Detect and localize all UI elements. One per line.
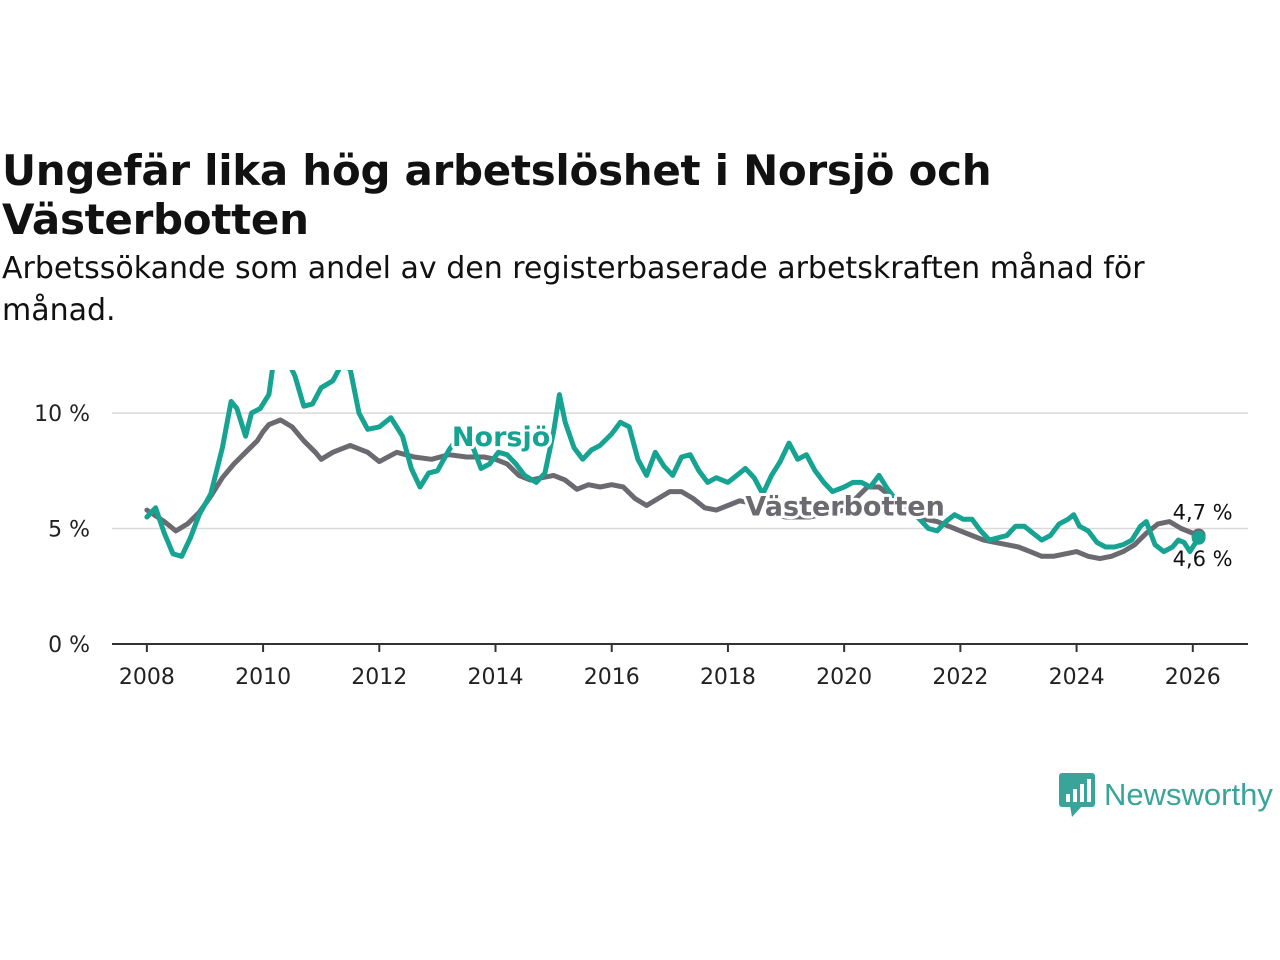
x-tick-label: 2014 — [468, 665, 524, 690]
x-tick-label: 2012 — [351, 665, 407, 690]
series-line-norsjö — [144, 370, 1202, 559]
series-end-label: 4,7 % — [1173, 500, 1233, 524]
series-end-label: 4,6 % — [1173, 547, 1233, 571]
brand-name: Newsworthy — [1104, 777, 1273, 812]
line-chart: 0 %5 %10 % 2008 2010 2012 2014 2016 2018 2020 2… — [34, 370, 1248, 690]
series-label: Norsjö — [452, 422, 550, 453]
x-tick-label: 2024 — [1049, 665, 1105, 690]
series-line-västerbotten — [144, 417, 1202, 562]
series-lines — [144, 370, 1202, 562]
x-tick-label: 2010 — [235, 665, 291, 690]
x-tick-label: 2026 — [1165, 665, 1221, 690]
y-tick-label: 10 % — [34, 402, 90, 427]
newsworthy-logo: Newsworthy — [1058, 772, 1273, 818]
x-tick-label: 2008 — [119, 665, 175, 690]
y-axis: 0 % 5 % 10 % — [34, 402, 90, 658]
x-tick-label: 2020 — [816, 665, 872, 690]
x-tick-label: 2022 — [932, 665, 988, 690]
series-label: Västerbotten — [745, 491, 944, 522]
x-axis: 2008 2010 2012 2014 2016 2018 2020 2022 2024 2026 — [112, 643, 1248, 690]
newsworthy-chart-bubble-icon — [1059, 773, 1095, 817]
y-tick-label: 0 % — [48, 633, 90, 658]
x-tick-label: 2018 — [700, 665, 756, 690]
chart-title: Ungefär lika hög arbetslöshet i Norsjö o… — [2, 146, 992, 244]
chart-subtitle: Arbetssökande som andel av den registerb… — [2, 251, 1145, 328]
x-tick-label: 2016 — [584, 665, 640, 690]
series-end-point — [1191, 530, 1206, 545]
series-labels: 4,7 % 4,6 % Västerbotten Norsjö — [449, 419, 1233, 571]
y-tick-label: 5 % — [48, 518, 90, 543]
grid — [112, 412, 1248, 530]
